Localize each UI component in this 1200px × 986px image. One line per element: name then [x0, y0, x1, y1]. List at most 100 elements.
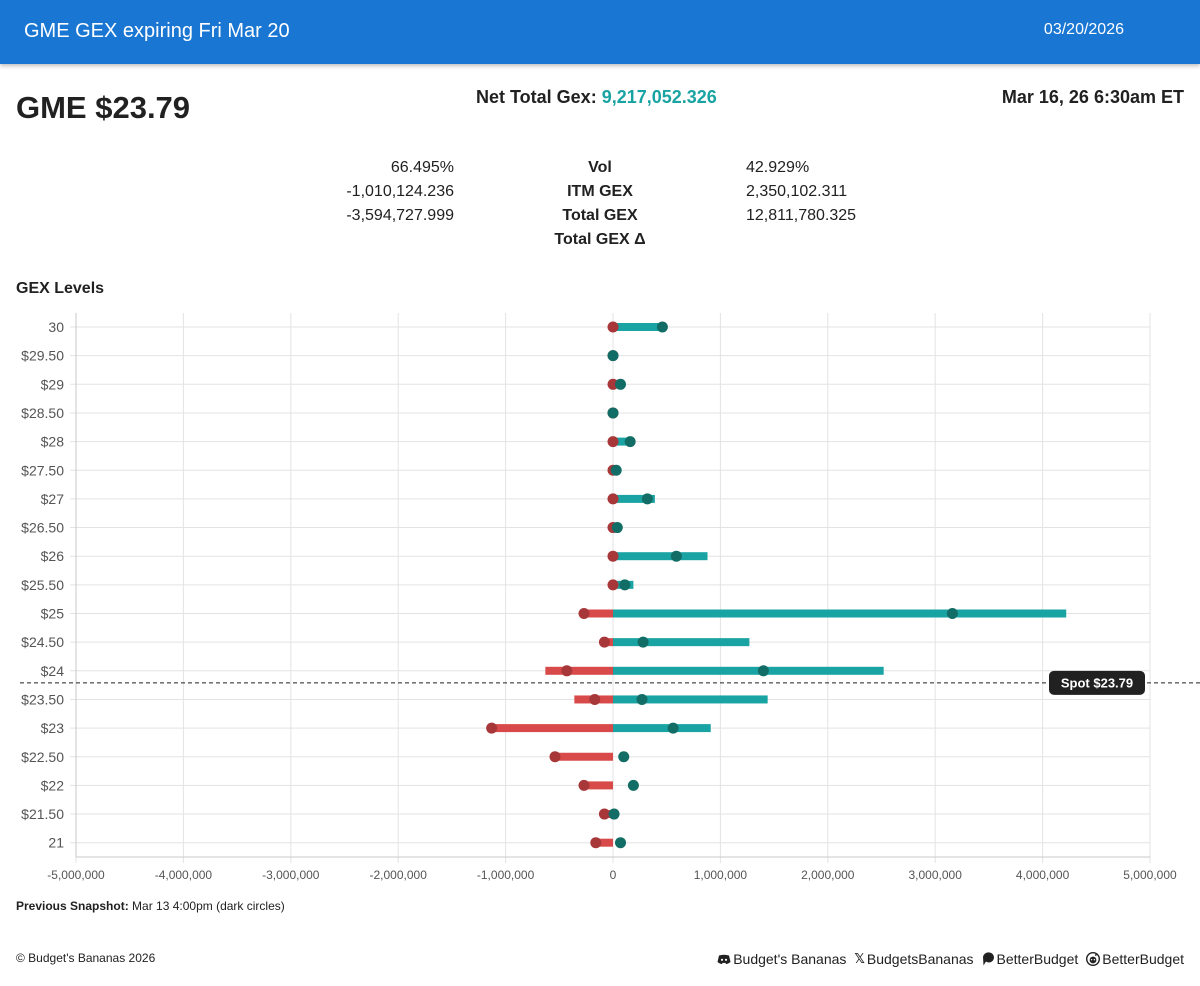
y-tick-label: $26	[41, 548, 65, 564]
positive-gex-bar	[613, 638, 750, 647]
gex-levels-chart[interactable]: 30 $29.50 $29 $28.50 $28 $27.50 $27 $26.50 $26 $2…	[0, 300, 1200, 890]
negative-gex-bar	[584, 609, 613, 618]
positive-gex-bar	[613, 323, 663, 331]
previous-negative-dot	[589, 693, 601, 705]
y-tick-label: $22	[41, 777, 65, 793]
previous-positive-dot	[615, 378, 627, 390]
stat-value: 66.495%	[390, 159, 454, 176]
previous-positive-dot	[627, 779, 639, 791]
y-tick-label: $23.50	[21, 691, 64, 707]
expiry-date[interactable]: 03/20/2026	[1043, 21, 1124, 38]
positive-gex-bar	[613, 609, 1067, 618]
previous-negative-dot	[561, 665, 573, 677]
stat-value: 12,811,780.325	[746, 207, 857, 224]
previous-negative-dot	[549, 751, 561, 763]
net-total-gex-value: 9,217,052.326	[601, 87, 717, 107]
previous-negative-dot	[607, 550, 619, 562]
previous-positive-dot	[607, 407, 619, 419]
y-tick-label: $24.50	[21, 634, 64, 650]
previous-positive-dot	[946, 608, 958, 619]
stat-value: 42.929%	[746, 159, 810, 176]
previous-positive-dot	[608, 808, 620, 820]
y-tick-label: $29.50	[21, 348, 64, 364]
previous-negative-dot	[598, 808, 610, 820]
previous-negative-dot	[607, 378, 619, 390]
x-tick-label: -2,000,000	[370, 868, 428, 882]
previous-negative-dot	[486, 722, 498, 734]
x-tick-label: 2,000,000	[801, 868, 855, 882]
discord-link[interactable]: Budget's Bananas	[717, 951, 846, 967]
y-tick-label: $29	[41, 376, 65, 392]
negative-gex-bar	[556, 752, 613, 761]
previous-positive-dot	[619, 579, 631, 591]
previous-positive-dot	[610, 464, 622, 476]
copyright: © Budget's Bananas 2026	[16, 951, 156, 965]
y-tick-label: $25	[41, 606, 65, 622]
previous-positive-dot	[607, 350, 619, 362]
y-tick-label: $21.50	[21, 806, 64, 822]
previous-negative-dot	[607, 436, 619, 448]
previous-snapshot-label: Previous Snapshot:	[16, 899, 129, 913]
previous-positive-dot	[667, 722, 679, 734]
previous-positive-dot	[615, 837, 627, 849]
previous-positive-dot	[611, 522, 623, 534]
previous-negative-dot	[590, 837, 602, 849]
net-total-gex-label: Net Total Gex:	[476, 87, 597, 107]
ticker-price: GME $23.79	[16, 90, 191, 125]
reddit-link[interactable]: BetterBudget	[1086, 951, 1184, 967]
previous-negative-dot	[578, 779, 590, 791]
y-tick-label: $26.50	[21, 520, 64, 536]
previous-negative-dot	[598, 636, 610, 648]
x-tick-label: 1,000,000	[694, 868, 748, 882]
x-tick-label: -5,000,000	[47, 868, 105, 882]
positive-gex-bar	[613, 695, 768, 704]
positive-gex-bar	[613, 437, 631, 446]
positive-gex-bar	[613, 552, 708, 561]
previous-negative-dot	[607, 321, 619, 333]
previous-snapshot-text: Mar 13 4:00pm (dark circles)	[132, 899, 285, 913]
y-tick-label: $22.50	[21, 749, 64, 765]
x-tick-label: -1,000,000	[477, 868, 535, 882]
x-icon: 𝕏	[854, 951, 865, 966]
y-tick-label: $28	[41, 434, 65, 450]
page-title: GME GEX expiring Fri Mar 20	[24, 20, 290, 42]
stat-label: Total GEX	[562, 207, 638, 224]
previous-positive-dot	[641, 493, 653, 505]
negative-gex-bar	[545, 666, 613, 675]
spot-label-box	[1049, 670, 1145, 695]
stats-left-column: 66.495% -1,010,124.236 -3,594,727.999	[300, 156, 454, 228]
y-tick-label: 21	[48, 835, 64, 851]
previous-positive-dot	[618, 751, 630, 763]
spot-label: Spot $23.79	[1061, 675, 1133, 690]
discord-icon	[717, 954, 731, 964]
stat-label: ITM GEX	[567, 183, 633, 200]
x-link-label: BudgetsBananas	[866, 951, 974, 967]
x-tick-label: 3,000,000	[909, 868, 963, 882]
x-link[interactable]: 𝕏 BudgetsBananas	[854, 951, 973, 967]
as-of-timestamp: Mar 16, 26 6:30am ET	[1001, 87, 1184, 107]
x-tick-label: 4,000,000	[1016, 868, 1070, 882]
previous-positive-dot	[670, 550, 682, 562]
patreon-link[interactable]: BetterBudget	[982, 951, 1079, 967]
negative-gex-bar	[584, 781, 613, 790]
stats-right-column: 42.929% 2,350,102.311 12,811,780.325	[746, 156, 906, 228]
positive-gex-bar	[613, 724, 711, 733]
stat-value: -3,594,727.999	[346, 207, 454, 224]
net-total-gex: Net Total Gex: 9,217,052.326	[476, 87, 717, 108]
y-tick-label: $27	[41, 491, 65, 507]
previous-negative-dot	[607, 493, 619, 505]
patreon-icon	[982, 952, 994, 966]
x-tick-label: -3,000,000	[262, 868, 320, 882]
reddit-icon	[1086, 952, 1101, 966]
stat-label: Vol	[588, 159, 612, 176]
gex-levels-title: GEX Levels	[16, 280, 105, 297]
patreon-link-label: BetterBudget	[996, 951, 1079, 967]
previous-negative-dot	[578, 608, 590, 619]
y-tick-label: $24	[41, 663, 65, 679]
stat-value: -1,010,124.236	[346, 183, 454, 200]
app-header: GME GEX expiring Fri Mar 20 03/20/2026	[0, 0, 1200, 64]
previous-snapshot-note: Previous Snapshot: Mar 13 4:00pm (dark c…	[16, 899, 285, 913]
previous-positive-dot	[757, 665, 769, 677]
positive-gex-bar	[613, 494, 655, 503]
x-tick-label: 0	[610, 868, 617, 882]
